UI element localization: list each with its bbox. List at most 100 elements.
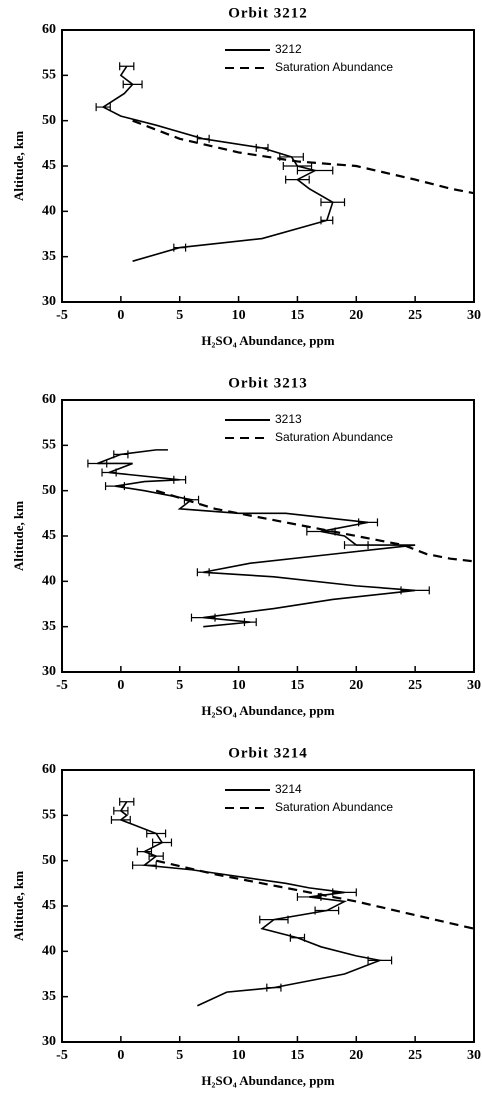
y-tick-label: 40 [42,574,56,589]
error-bar-line [101,468,117,477]
chart-title: Orbit 3212 [228,5,308,21]
y-axis-label: Altitude, km [11,501,26,571]
plot-frame [61,399,475,673]
error-bar [173,475,187,484]
x-tick-label: 30 [467,1048,481,1063]
error-bar-line [259,915,289,924]
y-tick-label: 50 [42,853,56,868]
error-bar-line [196,134,210,143]
y-tick-label: 35 [42,249,56,264]
error-bar-line [95,103,111,112]
error-bar [119,797,135,806]
error-bar-line [289,933,306,942]
y-tick-label: 55 [42,438,56,453]
error-bar [296,166,334,175]
data-line [132,119,475,195]
error-bar-line [196,568,210,577]
x-tick-label: -5 [56,308,68,323]
y-tick-label: 45 [42,528,56,543]
error-bar-line [320,216,334,225]
error-bar-line [296,892,322,901]
x-tick-label: 25 [408,308,422,323]
error-bar-line [343,541,369,550]
y-tick-label: 40 [42,204,56,219]
error-bar-line [358,518,379,527]
error-bar-line [148,852,164,861]
error-bar [332,888,357,897]
y-tick-label: 60 [42,22,56,37]
error-bar-line [132,861,157,870]
error-bar [136,847,153,856]
y-tick-label: 55 [42,68,56,83]
x-tick-label: 15 [290,678,304,693]
error-bar [119,62,135,71]
x-tick-label: 25 [408,1048,422,1063]
error-bar-line [136,847,153,856]
error-bar [285,175,310,184]
x-tick-label: 5 [176,308,183,323]
x-axis-label: H₂SO₄ Abundance, ppm [201,703,334,718]
error-bar [289,933,306,942]
error-bar [266,983,282,992]
y-axis-label: Altitude, km [11,131,26,201]
x-tick-label: 15 [290,308,304,323]
error-bar-line [190,613,216,622]
error-bar [243,618,257,627]
error-bar [113,806,129,815]
error-bar-line [332,888,357,897]
x-tick-label: 10 [232,1048,246,1063]
y-tick-label: 40 [42,944,56,959]
y-tick-label: 45 [42,158,56,173]
error-bar [122,80,143,89]
error-bar-line [255,143,269,152]
y-tick-label: 55 [42,808,56,823]
y-tick-label: 35 [42,989,56,1004]
error-bar-line [266,983,282,992]
y-tick-label: 45 [42,898,56,913]
x-axis-label: H₂SO₄ Abundance, ppm [201,333,334,348]
x-tick-label: 10 [232,308,246,323]
error-bar [148,852,164,861]
error-bar-line [104,482,125,491]
legend-label: Saturation Abundance [275,430,393,444]
error-bar-line [243,618,257,627]
chart-title: Orbit 3213 [228,375,308,391]
error-bar [296,892,322,901]
error-bar [196,134,210,143]
y-tick-label: 30 [42,1034,56,1049]
x-tick-label: 15 [290,1048,304,1063]
error-bar [95,103,111,112]
error-bar [314,906,340,915]
x-tick-label: -5 [56,678,68,693]
chart-title: Orbit 3214 [228,745,308,761]
error-bar [146,829,167,838]
error-bar [87,459,108,468]
error-bar [190,613,216,622]
error-bar-line [296,166,334,175]
error-bar [367,956,393,965]
error-bar [343,541,369,550]
y-tick-label: 50 [42,483,56,498]
x-tick-label: 20 [349,308,363,323]
y-tick-label: 30 [42,294,56,309]
x-tick-label: 30 [467,308,481,323]
error-bar-line [314,906,340,915]
error-bar [255,143,269,152]
error-bar-line [122,80,143,89]
error-bar-line [119,62,135,71]
x-tick-label: 5 [176,1048,183,1063]
x-tick-label: -5 [56,1048,68,1063]
x-tick-label: 5 [176,678,183,693]
x-tick-label: 20 [349,1048,363,1063]
error-bar [358,518,379,527]
error-bar-line [285,175,310,184]
error-bar-line [113,806,129,815]
error-bar [320,216,334,225]
data-line [155,859,475,930]
error-bar [196,568,210,577]
error-bar-line [367,956,393,965]
legend-label: Saturation Abundance [275,60,393,74]
x-tick-label: 0 [117,678,124,693]
error-bar [259,915,289,924]
error-bar [110,815,131,824]
